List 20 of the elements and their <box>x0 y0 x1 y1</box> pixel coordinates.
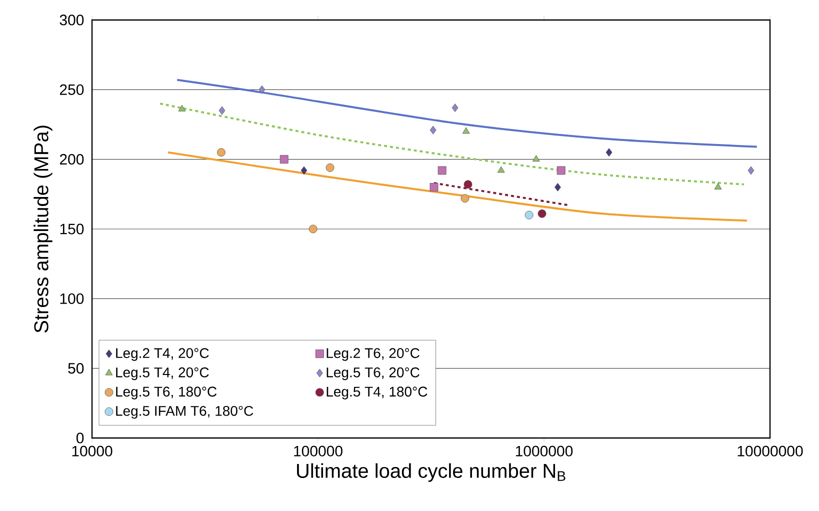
legend-label: Leg.5 T4, 180°C <box>326 386 428 400</box>
y-tick-label: 150 <box>60 224 84 234</box>
y-axis-title: Stress amplitude (MPa) <box>34 126 52 333</box>
legend-label: Leg.5 T6, 180°C <box>116 386 217 400</box>
x-tick-label: 100000 <box>294 446 342 456</box>
legend-label: Leg.5 T6, 20°C <box>326 367 420 380</box>
y-tick-label: 300 <box>60 14 84 26</box>
x-tick-label: 10000 <box>72 446 112 456</box>
y-tick-label: 250 <box>60 84 84 95</box>
x-tick-label: 1000000 <box>516 446 573 456</box>
legend-label: Leg.5 IFAM T6, 180°C <box>116 406 254 419</box>
legend-label: Leg.2 T6, 20°C <box>326 348 420 361</box>
y-tick-label: 50 <box>68 363 84 374</box>
legend-label: Leg.2 T4, 20°C <box>116 348 209 361</box>
y-tick-label: 200 <box>60 154 84 165</box>
x-tick-label: 10000000 <box>738 446 803 456</box>
y-tick-label: 100 <box>60 293 84 304</box>
legend-label: Leg.5 T4, 20°C <box>116 367 209 380</box>
y-tick-label: 0 <box>76 432 84 444</box>
x-axis-title: Ultimate load cycle number N$_{B}$ <box>297 463 566 482</box>
